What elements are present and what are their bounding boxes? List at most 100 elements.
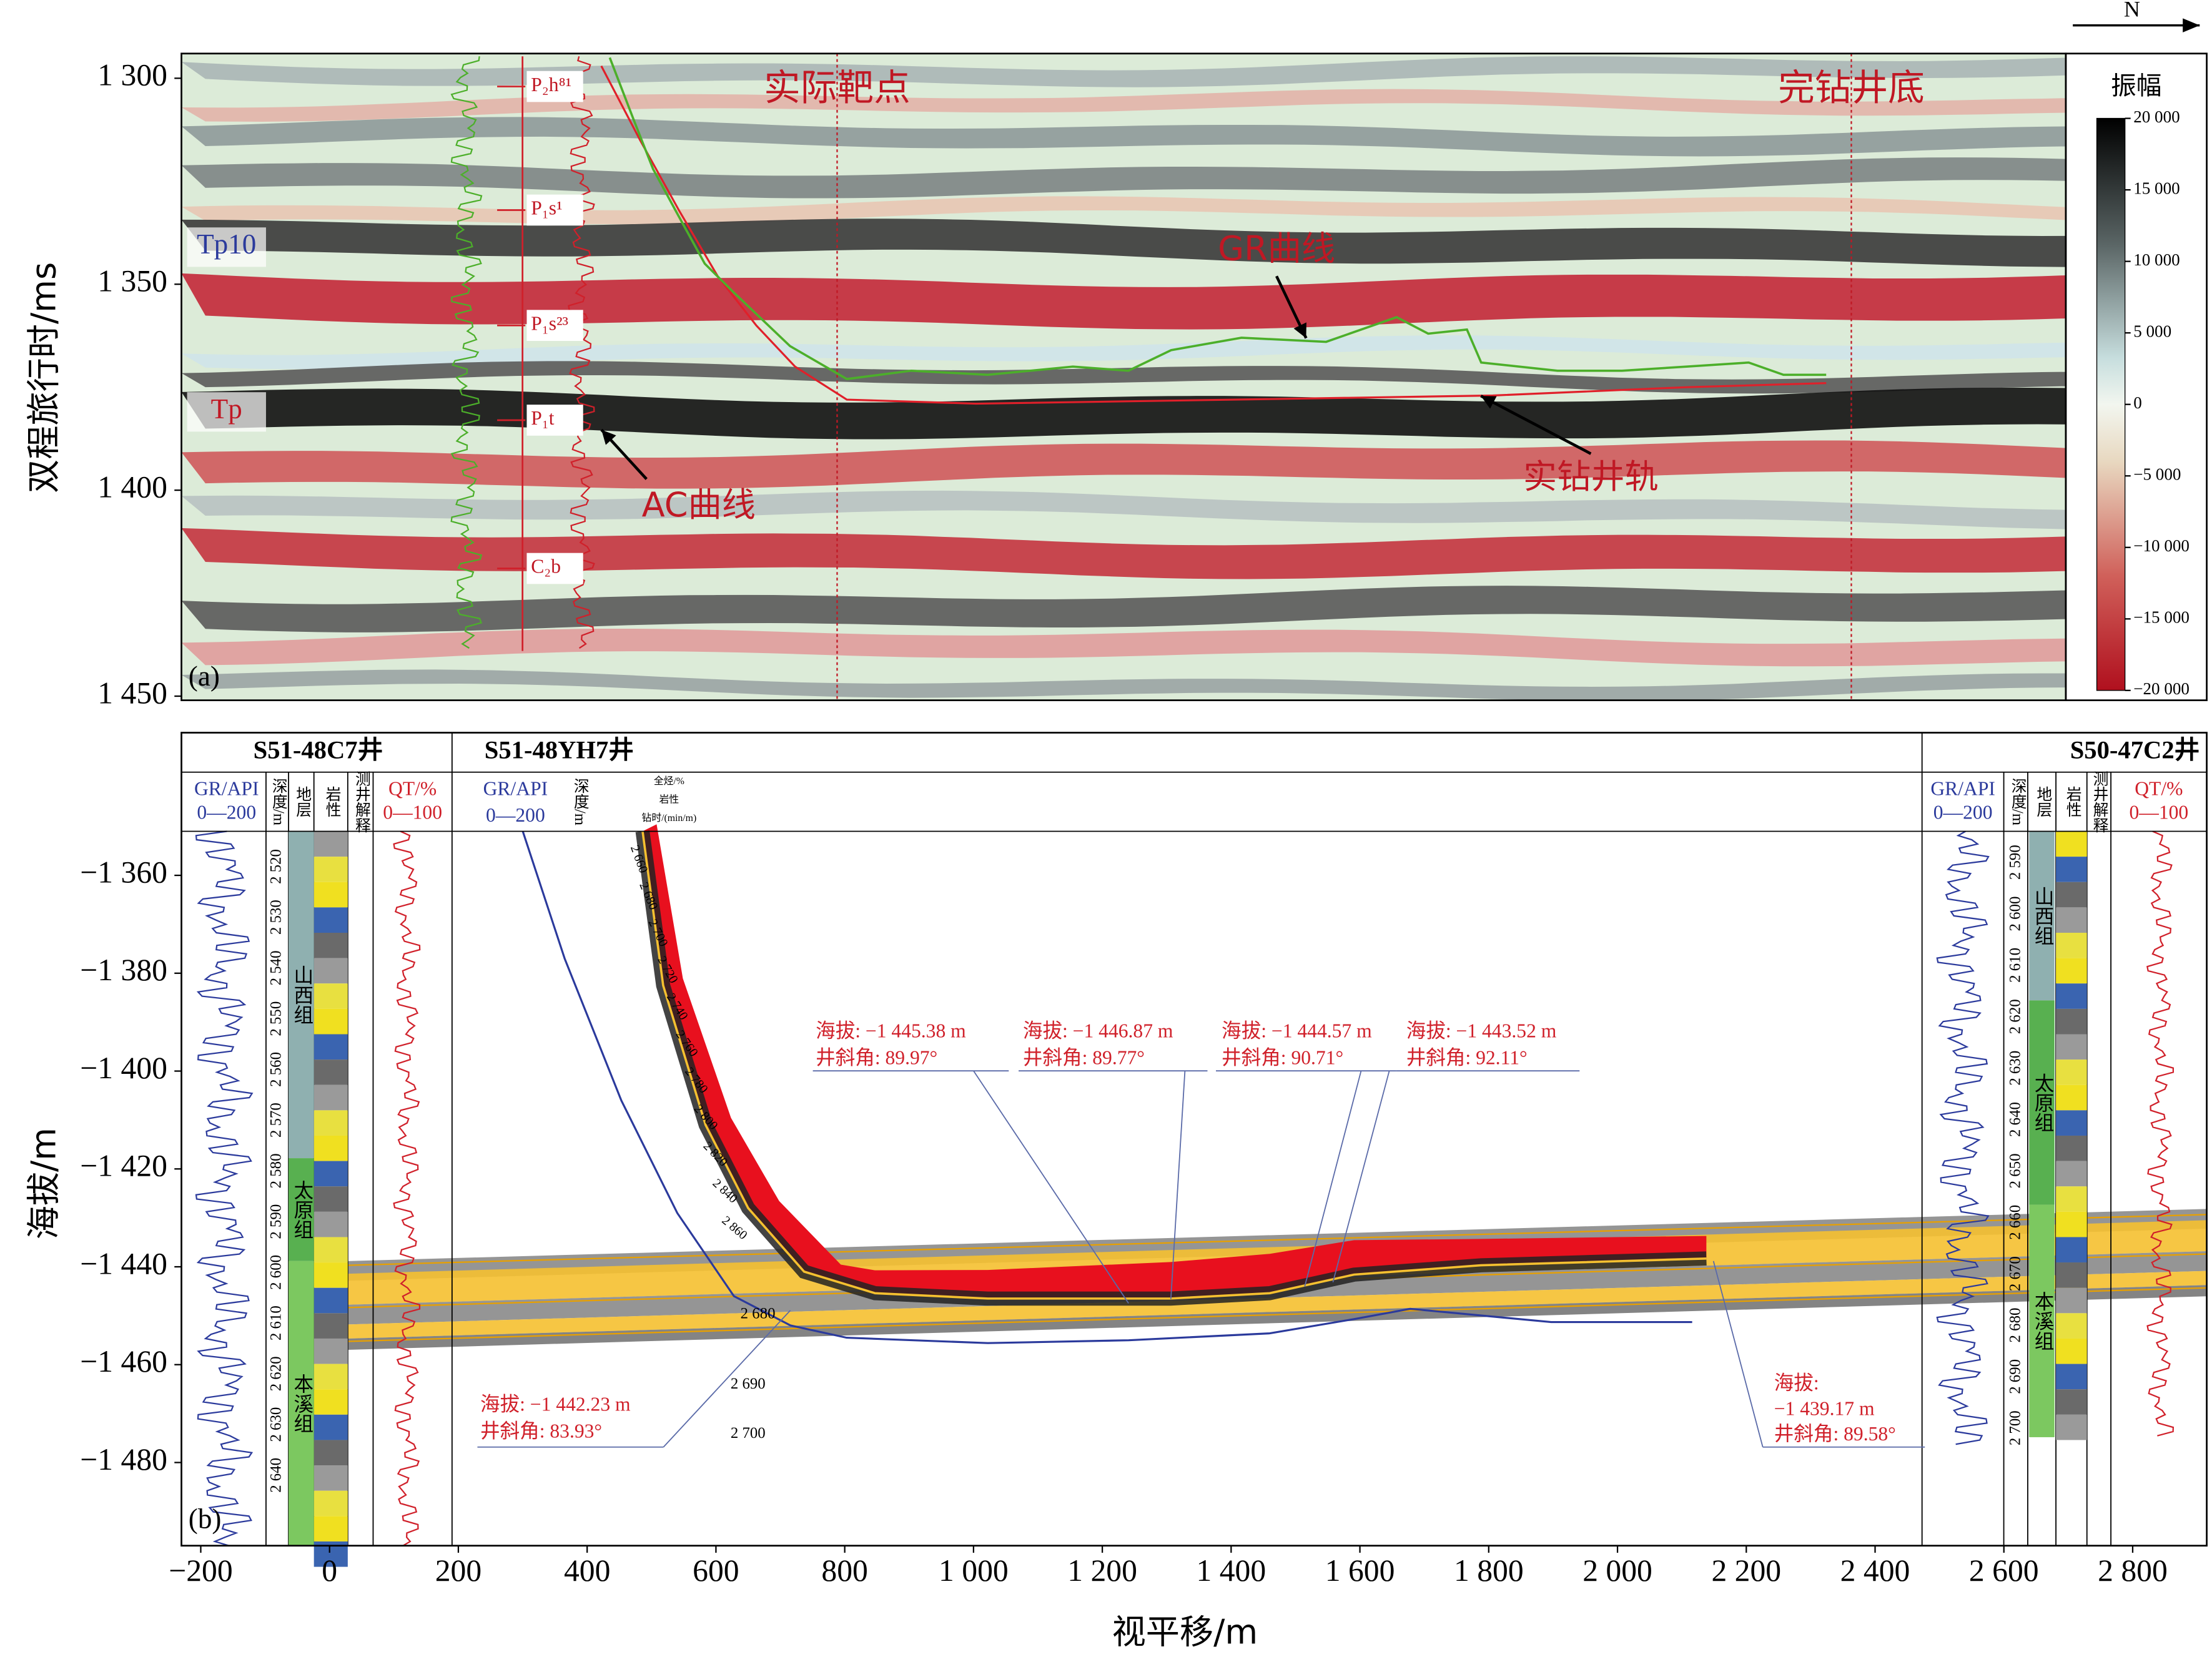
lithology <box>314 1440 348 1466</box>
formation-label: P₁s¹ <box>531 197 562 219</box>
lithology <box>2056 1034 2087 1060</box>
seismic-band <box>181 56 2066 87</box>
depth-label: 2 560 <box>268 1052 285 1087</box>
horizon-label: Tp10 <box>197 229 256 260</box>
y-tick-label: −1 400 <box>80 1051 167 1085</box>
formation-block <box>289 1158 314 1261</box>
depth-label: 2 650 <box>2007 1153 2024 1188</box>
lithology <box>2056 1161 2087 1187</box>
y-axis-label: 双程旅行时/ms <box>24 262 64 493</box>
marker-label: 完钻井底 <box>1778 67 1925 109</box>
x-tick-label: 200 <box>435 1553 481 1588</box>
depth-label: 2 610 <box>2007 948 2024 983</box>
seismic-band <box>181 157 2066 199</box>
annotation-arrow-head <box>1293 322 1306 338</box>
horizon-label-bg <box>187 227 266 267</box>
depth-label: 2 680 <box>2007 1308 2024 1343</box>
column-header: 0—200 <box>197 802 256 824</box>
y-tick-label: −1 380 <box>80 953 167 987</box>
formation-name: 本溪组 <box>290 1374 313 1433</box>
lithology <box>2056 1060 2087 1085</box>
lithology <box>314 857 348 882</box>
colorbar-tick-label: 5 000 <box>2133 322 2171 340</box>
well-name: S51-48C7井 <box>254 735 383 764</box>
depth-label: 2 670 <box>2007 1256 2024 1291</box>
panel-label: (a) <box>189 661 220 692</box>
depth-label: 2 640 <box>268 1458 285 1493</box>
callout-leader <box>1332 1070 1390 1282</box>
x-tick-label: 2 000 <box>1582 1553 1652 1588</box>
depth-label: 2 700 <box>2007 1410 2024 1445</box>
x-tick-label: 0 <box>322 1553 337 1588</box>
north-arrow-head <box>2183 18 2200 32</box>
annotation: 实钻井轨 <box>1523 457 1659 496</box>
lithology <box>2056 882 2087 908</box>
seismic-band <box>181 361 2066 394</box>
depth-label: 2 630 <box>268 1407 285 1442</box>
colorbar-tick-label: −15 000 <box>2133 608 2190 627</box>
callout-text: −1 439.17 m <box>1774 1397 1875 1419</box>
depth-label: 2 550 <box>268 1001 285 1036</box>
seismic-band <box>181 586 2066 632</box>
callout-text: 海拔: −1 446.87 m <box>1023 1020 1173 1041</box>
depth-label: 2 620 <box>268 1356 285 1391</box>
horizon-label-bg <box>187 392 266 432</box>
x-tick-label: 1 000 <box>939 1553 1009 1588</box>
formation-label: P₂h⁸¹ <box>531 74 571 96</box>
callout-text: 海拔: −1 443.52 m <box>1406 1020 1557 1041</box>
formation-label: C₂b <box>531 556 561 578</box>
formation-label-bg <box>526 405 583 436</box>
lithology <box>2056 1008 2087 1035</box>
colorbar-title: 振幅 <box>2111 71 2161 101</box>
lithology <box>2056 1389 2087 1415</box>
lithology <box>314 1389 348 1415</box>
x-tick-label: 1 800 <box>1454 1553 1524 1588</box>
lithology <box>314 1237 348 1263</box>
column-header: QT/% <box>388 777 437 799</box>
marker-label: 实际靶点 <box>764 67 911 109</box>
lithology <box>314 1186 348 1212</box>
formation-label-bg <box>526 310 583 342</box>
lithology <box>314 1060 348 1085</box>
lithology <box>314 1008 348 1035</box>
column-header: 岩性 <box>2064 786 2081 817</box>
seismic-background <box>181 53 2066 701</box>
depth-label: 2 590 <box>268 1204 285 1239</box>
formation-label-bg <box>526 71 583 102</box>
seismic-band <box>181 117 2066 157</box>
column-header: 深度/m <box>2009 778 2027 825</box>
lithology <box>2056 1237 2087 1263</box>
x-tick-label: 1 400 <box>1197 1553 1266 1588</box>
lithology <box>2056 933 2087 958</box>
depth-label: 2 530 <box>268 900 285 935</box>
annotation-arrow-head <box>1481 396 1497 409</box>
column-header: GR/API <box>483 777 548 799</box>
column-header: 0—200 <box>486 804 545 826</box>
callout-text: 井斜角: 89.77° <box>1023 1046 1145 1068</box>
seismic-band <box>181 335 2066 370</box>
x-tick-label: 800 <box>821 1553 867 1588</box>
lithology <box>314 1110 348 1136</box>
lithology <box>314 1338 348 1364</box>
depth-label: 2 610 <box>268 1305 285 1340</box>
lithology <box>2056 1084 2087 1111</box>
lithology <box>314 933 348 958</box>
formation-block <box>2029 831 2055 1001</box>
gr-log <box>195 830 254 1546</box>
well-trajectory <box>600 65 1827 405</box>
column-header: 地层 <box>2035 786 2052 817</box>
stratum-line <box>347 1287 2207 1342</box>
colorbar-tick-label: −5 000 <box>2133 465 2181 483</box>
formation-label-bg <box>526 553 583 584</box>
column-header: GR/API <box>1930 777 1995 799</box>
y-tick-label: −1 420 <box>80 1149 167 1183</box>
gr-curve <box>521 831 1692 1344</box>
lithology <box>2056 1414 2087 1440</box>
formation-name: 山西组 <box>290 965 313 1025</box>
lithology <box>2056 857 2087 882</box>
ac-log <box>450 56 483 649</box>
depth-label: 2 600 <box>268 1255 285 1290</box>
well-name: S51-48YH7井 <box>485 735 634 764</box>
